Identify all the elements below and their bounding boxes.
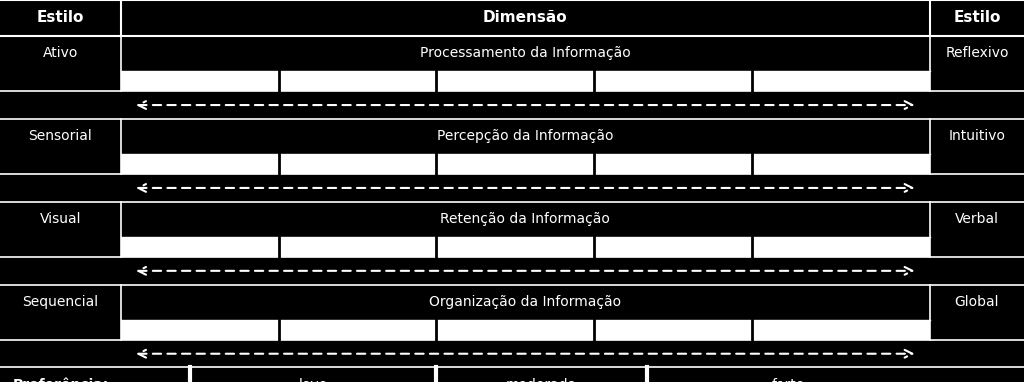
Text: moderada: moderada [506, 379, 578, 382]
Text: Reflexivo: Reflexivo [945, 47, 1009, 60]
Text: Intuitivo: Intuitivo [948, 129, 1006, 143]
Text: leve: leve [298, 379, 328, 382]
Bar [0, 154, 121, 174]
Text: Preferência:: Preferência: [12, 379, 109, 382]
Bar [930, 237, 1024, 257]
Bar [930, 320, 1024, 340]
Text: Sequencial: Sequencial [23, 295, 98, 309]
Bar [0, 119, 1024, 154]
Bar [121, 154, 930, 174]
Text: Ativo: Ativo [43, 47, 78, 60]
Bar [121, 237, 930, 257]
Bar [0, 36, 1024, 71]
Bar [0, 340, 1024, 367]
Bar [0, 0, 1024, 36]
Text: forte: forte [772, 379, 805, 382]
Bar [930, 154, 1024, 174]
Text: Sensorial: Sensorial [29, 129, 92, 143]
Bar [0, 285, 1024, 320]
Bar [121, 320, 930, 340]
Text: Percepção da Informação: Percepção da Informação [437, 129, 613, 143]
Bar [0, 174, 1024, 202]
Text: Estilo: Estilo [37, 10, 84, 26]
Text: Organização da Informação: Organização da Informação [429, 295, 622, 309]
Bar [0, 237, 121, 257]
Bar [0, 91, 1024, 119]
Text: Visual: Visual [40, 212, 81, 226]
Bar [0, 257, 1024, 285]
Bar [121, 71, 930, 91]
Text: Global: Global [954, 295, 999, 309]
Text: Processamento da Informação: Processamento da Informação [420, 47, 631, 60]
Text: Dimensão: Dimensão [483, 10, 567, 26]
Bar [0, 202, 1024, 237]
Bar [930, 71, 1024, 91]
Bar [0, 320, 121, 340]
Text: Retenção da Informação: Retenção da Informação [440, 212, 610, 226]
Text: Verbal: Verbal [955, 212, 998, 226]
Bar [0, 367, 1024, 382]
Text: Estilo: Estilo [953, 10, 1000, 26]
Bar [0, 71, 121, 91]
